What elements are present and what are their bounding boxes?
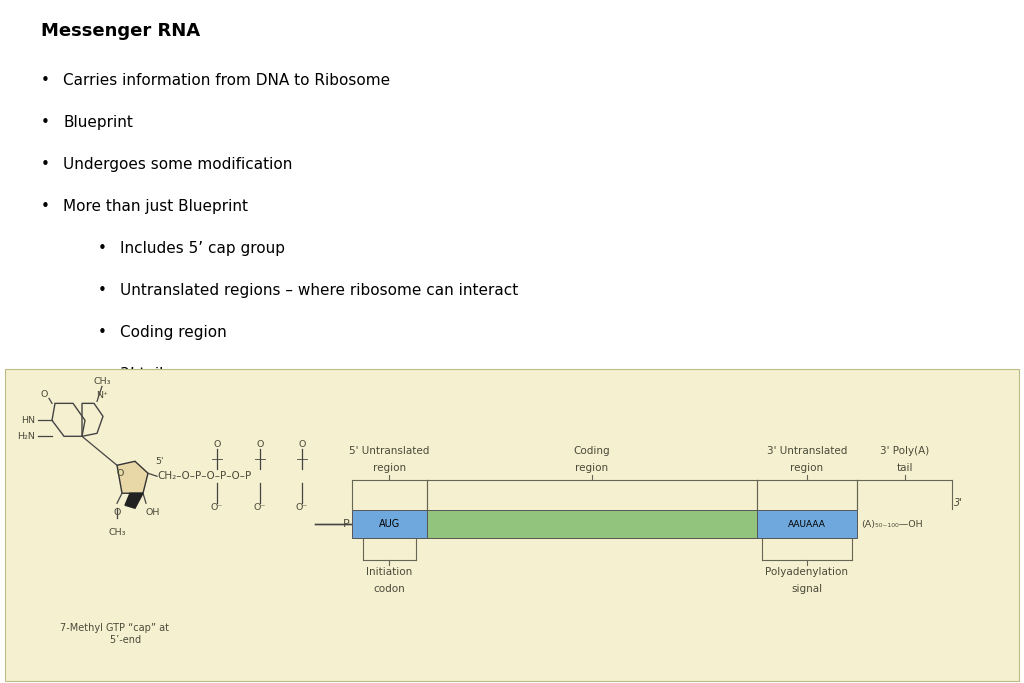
Text: HN: HN	[22, 416, 35, 425]
Text: (A)₅₀₋₁₀₀—OH: (A)₅₀₋₁₀₀—OH	[861, 520, 923, 529]
Text: 5' Untranslated: 5' Untranslated	[349, 446, 430, 456]
Text: Blueprint: Blueprint	[63, 115, 133, 130]
Text: Coding region: Coding region	[120, 325, 226, 340]
Text: OH: OH	[146, 508, 161, 517]
Text: O: O	[256, 441, 264, 449]
Text: •: •	[97, 367, 106, 382]
Text: region: region	[791, 463, 823, 473]
Text: N⁺: N⁺	[96, 391, 108, 400]
FancyBboxPatch shape	[757, 510, 857, 538]
Text: O: O	[41, 390, 48, 399]
Text: Carries information from DNA to Ribosome: Carries information from DNA to Ribosome	[63, 73, 390, 88]
Text: •: •	[97, 283, 106, 298]
Text: Polyadenylation: Polyadenylation	[766, 567, 849, 577]
Text: •: •	[41, 115, 50, 130]
Text: 3': 3'	[954, 498, 963, 508]
Text: 3' Untranslated: 3' Untranslated	[767, 446, 847, 456]
Text: H₂N: H₂N	[17, 432, 35, 441]
FancyBboxPatch shape	[5, 370, 1019, 681]
Text: O: O	[117, 469, 124, 478]
Text: 3' Poly(A): 3' Poly(A)	[880, 446, 929, 456]
Polygon shape	[117, 461, 148, 493]
Text: signal: signal	[792, 584, 822, 594]
Text: •: •	[97, 325, 106, 340]
Text: O⁻: O⁻	[211, 503, 223, 512]
Text: Initiation: Initiation	[367, 567, 413, 577]
Text: O: O	[114, 508, 121, 517]
Text: CH₃: CH₃	[93, 378, 111, 387]
FancyBboxPatch shape	[352, 510, 427, 538]
Text: O⁻: O⁻	[254, 503, 266, 512]
Text: region: region	[373, 463, 407, 473]
Text: Coding: Coding	[573, 446, 610, 456]
Text: Untranslated regions – where ribosome can interact: Untranslated regions – where ribosome ca…	[120, 283, 518, 298]
Text: More than just Blueprint: More than just Blueprint	[63, 199, 249, 214]
Text: codon: codon	[374, 584, 406, 594]
Text: CH₂–O–P–O–P–O–P: CH₂–O–P–O–P–O–P	[157, 471, 251, 482]
Text: O: O	[298, 441, 306, 449]
Text: P: P	[343, 519, 350, 529]
Text: O⁻: O⁻	[296, 503, 308, 512]
FancyBboxPatch shape	[427, 510, 757, 538]
Text: Messenger RNA: Messenger RNA	[41, 22, 200, 40]
Text: AUG: AUG	[379, 519, 400, 529]
Text: 5': 5'	[155, 457, 164, 466]
Text: tail: tail	[896, 463, 912, 473]
Text: CH₃: CH₃	[109, 528, 126, 538]
Text: 7-Methyl GTP “cap” at
       5’-end: 7-Methyl GTP “cap” at 5’-end	[60, 623, 170, 645]
Text: Undergoes some modification: Undergoes some modification	[63, 157, 293, 172]
Text: •: •	[41, 199, 50, 214]
Text: •: •	[41, 73, 50, 88]
Text: •: •	[41, 157, 50, 172]
Text: region: region	[575, 463, 608, 473]
Text: 3’ tail: 3’ tail	[120, 367, 163, 382]
Text: Includes 5’ cap group: Includes 5’ cap group	[120, 241, 285, 256]
Text: •: •	[97, 241, 106, 256]
Text: O: O	[213, 441, 221, 449]
Polygon shape	[125, 493, 143, 508]
Text: AAUAAA: AAUAAA	[788, 520, 826, 529]
